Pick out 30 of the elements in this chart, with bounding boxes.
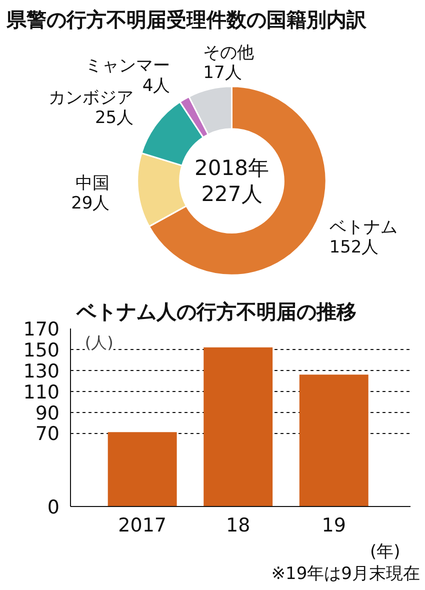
data-label: 4人	[142, 76, 170, 96]
slice-label: その他	[203, 43, 254, 64]
y-tick-label: 70	[35, 423, 60, 446]
text: 227人	[201, 182, 262, 206]
bar	[299, 374, 368, 506]
y-tick-label: 170	[23, 318, 60, 340]
data-label: 17人	[203, 63, 242, 84]
y-tick-label: 110	[23, 381, 60, 404]
y-tick-label: 130	[23, 360, 60, 382]
slice-label: ベトナム	[329, 218, 398, 238]
y-axis-title: (人)	[84, 333, 114, 352]
bar	[204, 347, 273, 506]
bar	[108, 432, 177, 506]
y-tick-label: 150	[23, 339, 60, 362]
y-tick-label: 0	[47, 496, 60, 518]
chart-title: ベトナム人の行方不明届の推移	[76, 300, 356, 324]
slice-label: 中国	[76, 173, 110, 194]
x-axis-title: (年)	[370, 541, 400, 564]
slice-label: カンボジア	[48, 88, 134, 108]
x-tick-label: 19	[322, 514, 346, 536]
chart-title: 県警の行方不明届受理件数の国籍別内訳	[6, 8, 368, 32]
x-tick-label: 18	[226, 514, 250, 536]
text: ※19年は9月末現在	[271, 563, 420, 586]
data-label: 29人	[71, 193, 110, 214]
y-tick-label: 90	[35, 402, 60, 424]
text: 2018年	[194, 156, 269, 180]
slice-label: ミャンマー	[85, 56, 170, 76]
data-label: 152人	[329, 238, 379, 258]
x-tick-label: 2017	[118, 514, 167, 536]
data-label: 25人	[94, 108, 134, 128]
